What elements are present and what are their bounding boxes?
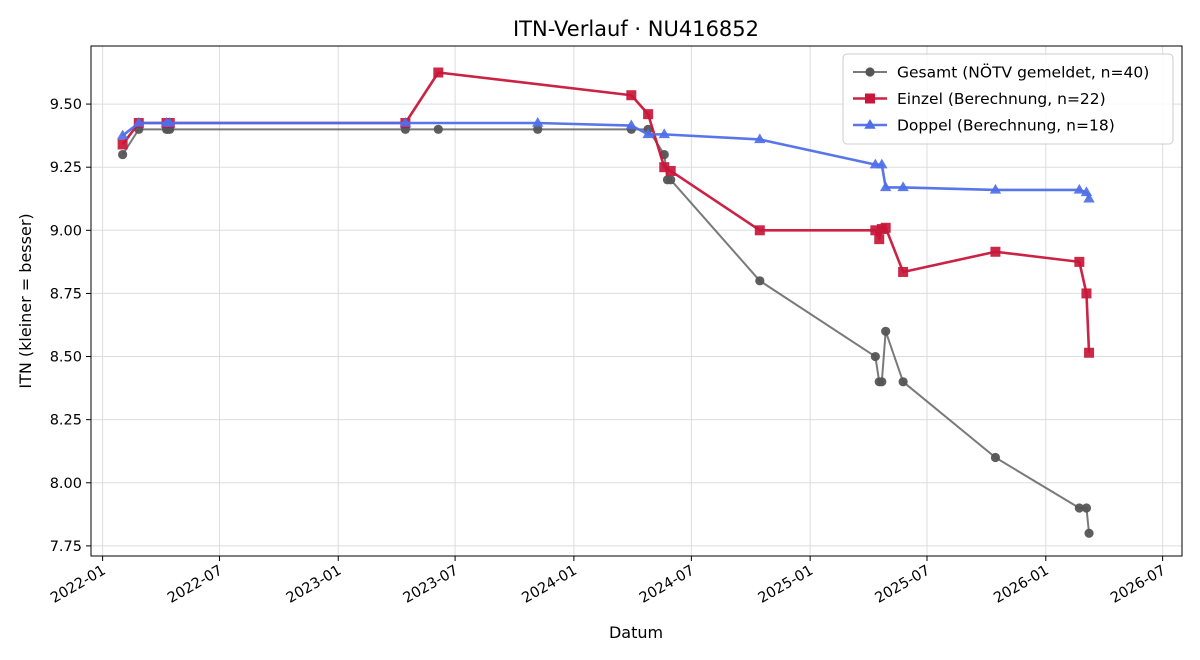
legend-entry: Gesamt (NÖTV gemeldet, n=40) (853, 63, 1149, 82)
series-einzel-point (1081, 288, 1092, 299)
series-einzel-point (870, 225, 881, 236)
x-tick-label: 2025-01 (756, 563, 816, 607)
series-einzel-point (754, 225, 765, 236)
y-tick-label: 9.25 (50, 160, 82, 176)
series-doppel-point (754, 133, 766, 144)
x-axis-label: Datum (609, 623, 663, 642)
series-gesamt-line (121, 128, 1091, 534)
chart-title: ITN-Verlauf · NU416852 (513, 17, 759, 41)
x-tick-label: 2024-01 (519, 563, 579, 607)
series-doppel-point (642, 128, 654, 139)
x-tick-label: 2026-01 (991, 563, 1051, 607)
series-doppel-point (897, 181, 909, 192)
series-doppel-point (876, 158, 888, 169)
series-einzel-point (643, 109, 654, 120)
y-axis: 7.75 8.00 8.25 8.50 8.75 9.00 9.25 9.50 (50, 97, 91, 555)
x-tick-label: 2024-07 (637, 563, 697, 607)
series-gesamt-point (118, 149, 128, 160)
series-gesamt-point (881, 326, 891, 336)
series-gesamt-point (755, 276, 765, 286)
y-tick-label: 9.00 (50, 223, 82, 239)
y-tick-label: 8.50 (50, 350, 82, 366)
legend-label: Einzel (Berechnung, n=22) (897, 90, 1106, 108)
series-gesamt-point (898, 377, 908, 387)
series-einzel-point (659, 162, 670, 173)
series-einzel-point (117, 139, 128, 150)
grid-layer (91, 46, 1182, 556)
series-einzel-point (874, 234, 885, 245)
legend-box (842, 53, 1174, 145)
x-tick-label: 2022-07 (165, 563, 225, 607)
y-tick-label: 8.25 (50, 413, 82, 429)
series-doppel-point (116, 129, 129, 140)
x-tick-label: 2022-01 (48, 563, 108, 607)
legend-label: Gesamt (NÖTV gemeldet, n=40) (897, 63, 1149, 82)
series-doppel-point (1073, 183, 1086, 194)
x-tick-label: 2023-01 (284, 563, 344, 607)
legend-marker (864, 119, 876, 129)
x-axis: 2022-01 2022-07 2023-01 2023-07 2024-01 2024-… (48, 556, 1169, 607)
series-doppel-point (625, 119, 638, 130)
series-gesamt-point (533, 124, 543, 134)
legend-marker (865, 67, 875, 77)
y-axis-label: ITN (kleiner = besser) (16, 213, 35, 388)
x-tick-label: 2025-07 (873, 563, 933, 607)
series-doppel-point (879, 181, 892, 192)
series-einzel-point (626, 90, 637, 101)
x-tick-label: 2026-07 (1108, 563, 1168, 607)
series-einzel-point (880, 222, 891, 233)
series-gesamt-point (1084, 528, 1094, 538)
series-gesamt-point (433, 124, 443, 134)
y-tick-label: 8.75 (50, 286, 82, 302)
series-gesamt-point (877, 377, 887, 387)
series-gesamt (118, 124, 1094, 538)
series-doppel-point (989, 183, 1002, 194)
series-einzel-point (1074, 256, 1085, 267)
plot-frame (90, 45, 1183, 557)
y-tick-label: 8.00 (50, 476, 82, 492)
series-gesamt-point (870, 351, 880, 362)
series-gesamt-point (1081, 503, 1092, 513)
series-doppel-point (1083, 192, 1095, 203)
series-doppel-point (399, 117, 412, 127)
series-doppel (116, 117, 1095, 203)
y-tick-label: 7.75 (50, 539, 82, 555)
series-einzel-point (433, 67, 444, 78)
series-einzel-point (1084, 347, 1095, 358)
series-layer (116, 67, 1095, 538)
x-tick-label: 2023-07 (401, 563, 461, 607)
legend-entry: Einzel (Berechnung, n=22) (853, 90, 1106, 108)
series-einzel-point (990, 246, 1001, 257)
series-einzel-point (898, 266, 909, 277)
y-tick-label: 9.50 (50, 97, 82, 113)
series-doppel-point (164, 117, 176, 127)
series-gesamt-point (990, 452, 1001, 463)
legend-marker (865, 93, 875, 104)
series-doppel-point (133, 117, 145, 127)
series-gesamt-point (666, 175, 676, 185)
legend-entry: Doppel (Berechnung, n=18) (853, 117, 1115, 135)
legend-label: Doppel (Berechnung, n=18) (897, 117, 1115, 135)
series-einzel-point (665, 165, 676, 176)
series-doppel-point (658, 128, 670, 139)
series-gesamt-point (1074, 503, 1084, 513)
series-doppel-point (532, 117, 544, 127)
legend: Gesamt (NÖTV gemeldet, n=40) Einzel (Bere… (842, 53, 1174, 145)
